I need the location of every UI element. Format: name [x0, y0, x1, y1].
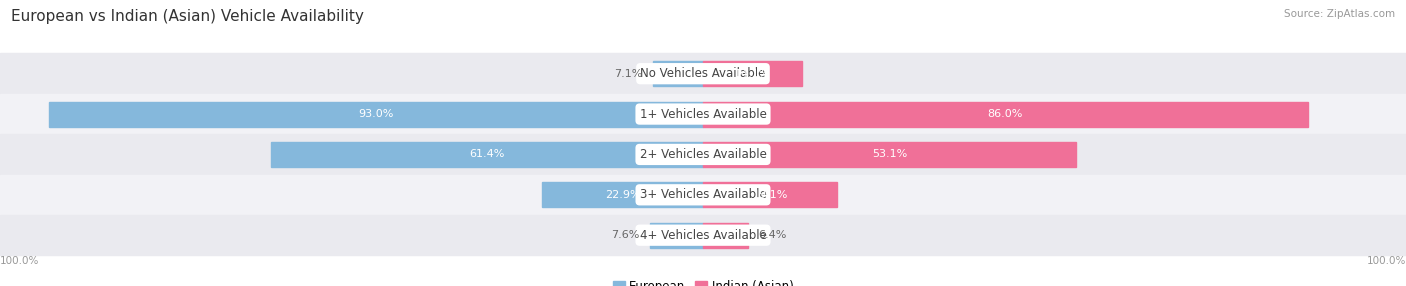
Text: 19.1%: 19.1%	[752, 190, 787, 200]
Text: 2+ Vehicles Available: 2+ Vehicles Available	[640, 148, 766, 161]
Bar	[49, 102, 703, 127]
Text: 6.4%: 6.4%	[759, 230, 787, 240]
Bar	[650, 223, 703, 248]
Text: 7.1%: 7.1%	[614, 69, 643, 79]
Bar	[0, 175, 1406, 215]
Text: 61.4%: 61.4%	[470, 150, 505, 159]
Text: 100.0%: 100.0%	[0, 256, 39, 266]
Legend: European, Indian (Asian): European, Indian (Asian)	[613, 280, 793, 286]
Text: European vs Indian (Asian) Vehicle Availability: European vs Indian (Asian) Vehicle Avail…	[11, 9, 364, 23]
Bar	[543, 182, 703, 207]
Bar	[703, 223, 748, 248]
Bar	[703, 182, 838, 207]
Bar	[703, 102, 1308, 127]
Bar	[0, 215, 1406, 255]
Text: 14.1%: 14.1%	[735, 69, 770, 79]
Text: Source: ZipAtlas.com: Source: ZipAtlas.com	[1284, 9, 1395, 19]
Text: 53.1%: 53.1%	[872, 150, 907, 159]
Bar	[652, 61, 703, 86]
Bar	[0, 94, 1406, 134]
Text: No Vehicles Available: No Vehicles Available	[640, 67, 766, 80]
Text: 4+ Vehicles Available: 4+ Vehicles Available	[640, 229, 766, 242]
Text: 22.9%: 22.9%	[605, 190, 640, 200]
Text: 100.0%: 100.0%	[1367, 256, 1406, 266]
Bar	[0, 53, 1406, 94]
Text: 1+ Vehicles Available: 1+ Vehicles Available	[640, 108, 766, 121]
Text: 7.6%: 7.6%	[610, 230, 640, 240]
Bar	[0, 134, 1406, 175]
Text: 93.0%: 93.0%	[359, 109, 394, 119]
Text: 86.0%: 86.0%	[987, 109, 1024, 119]
Bar	[271, 142, 703, 167]
Bar	[703, 142, 1077, 167]
Text: 3+ Vehicles Available: 3+ Vehicles Available	[640, 188, 766, 201]
Bar	[703, 61, 801, 86]
